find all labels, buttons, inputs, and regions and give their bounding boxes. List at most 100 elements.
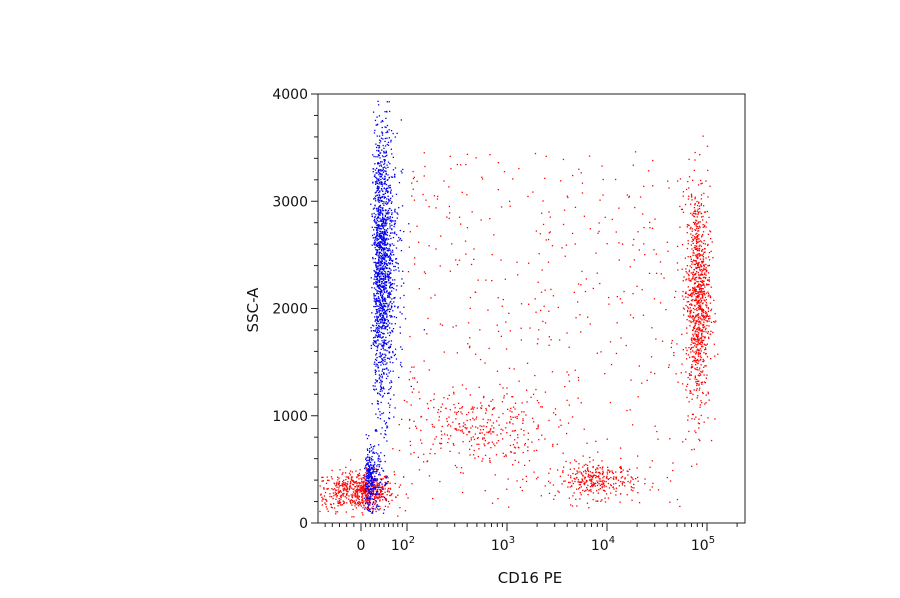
data-point <box>333 507 336 509</box>
data-point <box>692 234 694 237</box>
data-point <box>450 435 452 437</box>
data-point <box>375 324 377 327</box>
data-point <box>473 248 475 250</box>
data-point <box>394 305 396 307</box>
data-point <box>397 494 399 496</box>
data-point <box>366 475 368 477</box>
data-point <box>325 503 327 505</box>
data-point <box>466 419 468 422</box>
data-point <box>570 477 572 479</box>
data-point <box>688 224 690 227</box>
data-point <box>351 495 353 498</box>
data-point <box>376 265 378 267</box>
data-point <box>332 492 334 494</box>
data-point <box>602 466 604 468</box>
data-point <box>376 482 378 484</box>
data-point <box>682 195 684 197</box>
data-point <box>591 471 593 474</box>
data-point <box>376 217 379 219</box>
data-point <box>392 331 394 333</box>
data-point <box>687 293 689 296</box>
data-point <box>695 279 697 281</box>
data-point <box>389 225 391 227</box>
data-point <box>589 456 591 459</box>
data-point <box>381 174 383 176</box>
data-point <box>380 261 382 263</box>
data-point <box>388 177 390 179</box>
data-point <box>389 494 391 497</box>
data-point <box>626 494 628 496</box>
data-point <box>702 297 704 299</box>
y-tick-label: 3000 <box>272 194 308 210</box>
data-point <box>367 505 370 507</box>
data-point <box>680 372 682 374</box>
data-point <box>461 413 463 415</box>
data-point <box>701 310 703 312</box>
data-point <box>375 345 377 347</box>
data-point <box>365 495 367 497</box>
data-point <box>373 486 375 488</box>
data-point <box>374 497 376 499</box>
data-point <box>345 511 347 513</box>
data-point <box>698 328 701 330</box>
data-point <box>386 263 388 265</box>
data-point <box>423 461 425 463</box>
data-point <box>700 341 702 343</box>
data-point <box>349 483 351 485</box>
data-point <box>630 379 632 381</box>
data-point <box>382 257 384 259</box>
data-point <box>383 238 385 241</box>
data-point <box>390 269 392 271</box>
data-point <box>700 336 703 338</box>
data-point <box>477 437 479 439</box>
data-point <box>372 481 374 483</box>
data-point <box>464 240 467 242</box>
data-point <box>381 213 384 215</box>
data-point <box>388 187 390 189</box>
data-point <box>379 508 381 510</box>
data-point <box>381 185 383 187</box>
data-point <box>391 381 393 383</box>
data-point <box>378 335 380 337</box>
data-point <box>374 241 376 243</box>
data-point <box>366 501 368 503</box>
data-point <box>693 448 695 450</box>
data-point <box>365 464 367 467</box>
data-point <box>505 321 507 323</box>
data-point <box>362 492 364 494</box>
data-point <box>693 325 696 327</box>
data-point <box>362 485 364 488</box>
data-point <box>376 336 379 338</box>
data-point <box>483 395 485 398</box>
data-point <box>339 490 342 492</box>
data-point <box>494 445 496 447</box>
data-point <box>387 342 389 344</box>
data-point <box>372 385 374 387</box>
data-point <box>374 237 376 239</box>
data-point <box>374 468 376 470</box>
data-point <box>383 160 386 162</box>
data-point <box>379 245 381 247</box>
data-point <box>375 413 377 415</box>
data-point <box>440 442 443 445</box>
data-point <box>390 316 392 318</box>
data-point <box>701 235 703 237</box>
data-point <box>701 308 703 310</box>
data-point <box>378 483 380 485</box>
data-point <box>390 221 393 223</box>
data-point <box>486 422 489 424</box>
data-point <box>596 467 598 469</box>
data-point <box>381 321 383 323</box>
data-point <box>381 126 383 129</box>
data-point <box>696 223 698 225</box>
data-point <box>373 493 375 495</box>
data-point <box>585 472 587 475</box>
data-point <box>694 308 696 311</box>
data-point <box>572 472 574 475</box>
data-point <box>376 283 378 285</box>
data-point <box>380 181 382 183</box>
data-point <box>380 364 382 366</box>
data-point <box>386 110 388 113</box>
data-point <box>374 301 376 303</box>
data-point <box>333 495 335 497</box>
